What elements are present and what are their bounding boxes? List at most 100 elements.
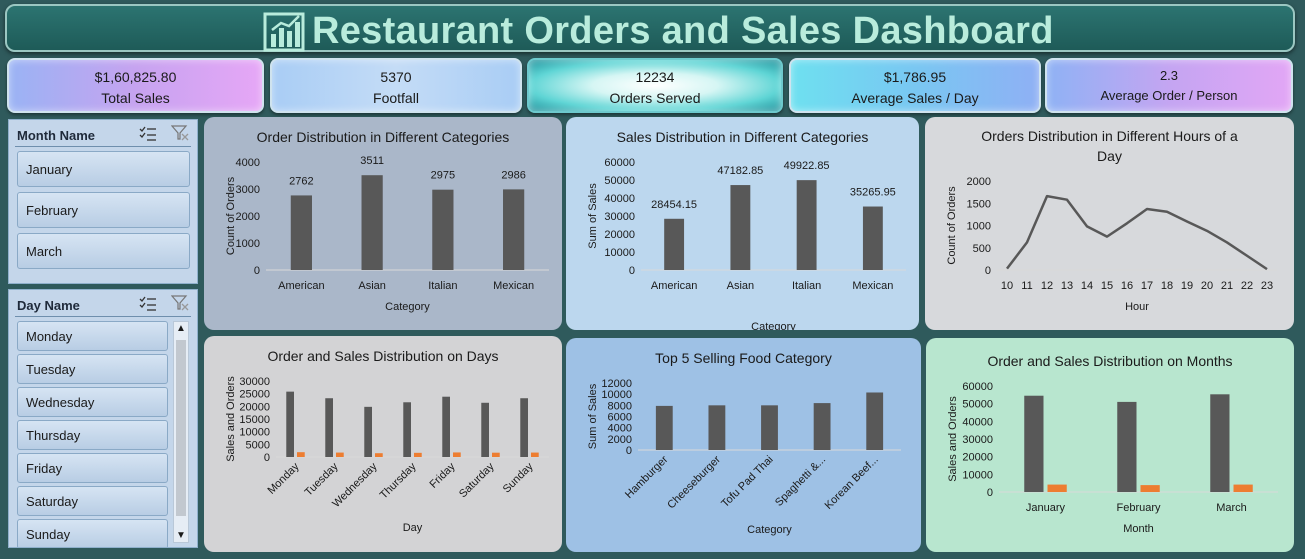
multi-select-icon[interactable] — [139, 296, 157, 317]
data-label: 49922.85 — [784, 160, 830, 172]
x-tick-label: 12 — [1041, 280, 1053, 292]
kpi-label: Average Order / Person — [1100, 88, 1238, 103]
y-tick-label: 1000 — [967, 221, 991, 233]
x-tick-label: 19 — [1181, 280, 1193, 292]
x-axis-title: Day — [403, 522, 423, 534]
bar — [1233, 484, 1253, 492]
kpi-total-sales: $1,60,825.80 Total Sales — [7, 58, 264, 113]
y-tick-label: 4000 — [608, 423, 632, 435]
x-tick-label: 20 — [1201, 280, 1213, 292]
y-axis-title: Count of Orders — [225, 176, 237, 255]
clear-filter-icon[interactable] — [170, 295, 189, 316]
x-tick-label: Monday — [265, 460, 302, 497]
y-tick-label: 60000 — [604, 157, 635, 169]
bar — [336, 452, 344, 457]
x-tick-label: Sunday — [501, 460, 536, 495]
bar — [1117, 401, 1137, 492]
months-chart: 0 10000 20000 30000 40000 50000 60000 Month Sale… — [947, 381, 1278, 535]
x-tick-label: American — [651, 280, 697, 292]
kpi-orders-served: 12234 Orders Served — [527, 58, 783, 113]
scroll-down-icon[interactable]: ▼ — [176, 530, 186, 541]
x-tick-label: February — [1116, 502, 1161, 514]
scrollbar-thumb[interactable] — [176, 340, 186, 516]
dashboard-title-bar: Restaurant Orders and Sales Dashboard — [5, 4, 1295, 52]
day-slicer: Day Name Monday Tuesday Wednesday Thursd… — [8, 289, 198, 548]
y-tick-label: 30000 — [962, 434, 993, 446]
slicer-item-monday[interactable]: Monday — [17, 321, 168, 351]
bar — [492, 452, 500, 457]
multi-select-icon[interactable] — [139, 126, 157, 147]
slicer-item-wednesday[interactable]: Wednesday — [17, 387, 168, 417]
bar — [453, 452, 461, 457]
kpi-value: 12234 — [635, 69, 675, 85]
y-tick-label: 0 — [629, 265, 635, 277]
series-line — [1006, 194, 1268, 271]
slicer-item-tuesday[interactable]: Tuesday — [17, 354, 168, 384]
bar — [531, 452, 539, 457]
x-tick-label: Asian — [358, 280, 386, 292]
chart-title: Order and Sales Distribution on Months — [987, 353, 1233, 369]
slicer-item-thursday[interactable]: Thursday — [17, 420, 168, 450]
bar-chart-icon — [263, 12, 305, 57]
bar — [796, 180, 817, 270]
bar — [1024, 395, 1044, 492]
slicer-item-january[interactable]: January — [17, 151, 190, 187]
kpi-average-sales-per-day: $1,786.95 Average Sales / Day — [789, 58, 1041, 113]
y-tick-label: 3000 — [236, 184, 260, 196]
kpi-label: Total Sales — [101, 90, 170, 106]
bar — [290, 195, 312, 270]
clear-filter-icon[interactable] — [170, 125, 189, 146]
y-tick-label: 10000 — [604, 247, 635, 259]
kpi-label: Orders Served — [609, 90, 701, 106]
kpi-footfall: 5370 Footfall — [270, 58, 522, 113]
x-tick-label: 15 — [1101, 280, 1113, 292]
slicer-scrollbar[interactable]: ▲ ▼ — [173, 321, 189, 543]
x-tick-label: Asian — [727, 280, 755, 292]
chart-panel-orders-by-category: Order Distribution in Different Categori… — [204, 117, 562, 330]
y-tick-label: 0 — [626, 445, 632, 457]
x-axis-title: Month — [1123, 523, 1154, 535]
bar — [1047, 484, 1067, 492]
y-tick-label: 10000 — [601, 389, 632, 401]
x-axis-title: Category — [747, 524, 792, 536]
x-axis-title: Category — [385, 301, 430, 313]
y-tick-label: 2000 — [967, 176, 991, 188]
x-tick-label: Korean Beef... — [823, 454, 881, 512]
chart-panel-days: Order and Sales Distribution on Days 0 50… — [204, 336, 562, 552]
orders-by-hour-chart: 0 500 1000 1500 2000 Hour Count of Orders 10 11 1… — [946, 176, 1277, 313]
slicer-item-february[interactable]: February — [17, 192, 190, 228]
data-label: 2986 — [501, 169, 525, 181]
orders-by-category-chart: 0 1000 2000 3000 4000 Category Count of Orders… — [225, 155, 549, 313]
slicer-item-saturday[interactable]: Saturday — [17, 486, 168, 516]
bar — [866, 392, 884, 450]
x-tick-label: Mexican — [852, 280, 893, 292]
kpi-value: $1,786.95 — [883, 69, 947, 85]
y-tick-label: 10000 — [962, 469, 993, 481]
y-tick-label: 20000 — [604, 229, 635, 241]
y-tick-label: 12000 — [601, 378, 632, 390]
scroll-up-icon[interactable]: ▲ — [176, 323, 186, 334]
x-tick-label: Italian — [792, 280, 821, 292]
x-axis-title: Category — [751, 321, 796, 330]
y-tick-label: 500 — [973, 243, 991, 255]
x-tick-label: Friday — [428, 460, 458, 490]
y-axis-title: Sales and Orders — [225, 376, 237, 462]
slicer-item-friday[interactable]: Friday — [17, 453, 168, 483]
kpi-label: Average Sales / Day — [851, 90, 979, 106]
bar — [414, 452, 422, 457]
bar — [297, 452, 305, 457]
slicer-item-march[interactable]: March — [17, 233, 190, 269]
chart-panel-orders-by-hour: Orders Distribution in Different Hours o… — [925, 117, 1294, 330]
x-tick-label: March — [1216, 502, 1247, 514]
slicer-divider — [15, 316, 191, 317]
y-axis-title: Sum of Sales — [587, 183, 599, 249]
chart-title: Order and Sales Distribution on Days — [267, 348, 499, 364]
x-tick-label: Tofu Pad Thai — [719, 454, 775, 510]
y-tick-label: 0 — [987, 487, 993, 499]
y-tick-label: 15000 — [239, 414, 270, 426]
slicer-item-sunday[interactable]: Sunday — [17, 519, 168, 547]
x-tick-label: 14 — [1081, 280, 1093, 292]
y-tick-label: 50000 — [604, 175, 635, 187]
x-tick-label: 11 — [1021, 280, 1032, 292]
chart-panel-top5: Top 5 Selling Food Category 0 2000 4000 600… — [566, 338, 921, 552]
